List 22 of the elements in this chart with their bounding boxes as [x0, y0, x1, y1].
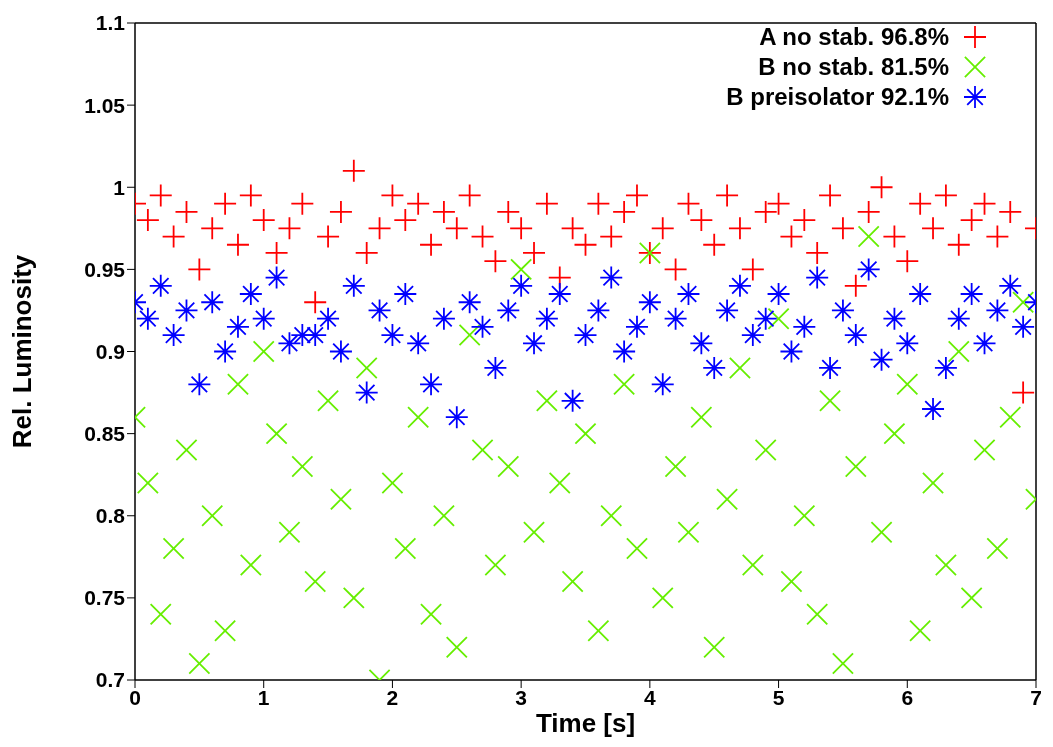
x-tick-label: 0 — [129, 685, 141, 709]
y-tick-label: 1 — [113, 175, 126, 199]
y-tick-label: 0.8 — [95, 504, 126, 528]
y-axis-title: Rel. Luminosity — [7, 254, 38, 449]
x-axis-title: Time [s] — [535, 708, 636, 738]
x-tick-label: 5 — [772, 685, 785, 709]
y-tick-label: 1.1 — [95, 11, 126, 35]
x-tick-label: 2 — [386, 685, 399, 709]
x-tick-label: 1 — [257, 685, 270, 709]
legend-label: A no stab. 96.8% — [759, 22, 949, 52]
y-tick-label: 0.95 — [84, 257, 126, 281]
legend-label: B preisolator 92.1% — [726, 82, 949, 112]
y-tick-label: 0.75 — [84, 586, 126, 610]
legend-label: B no stab. 81.5% — [758, 52, 949, 82]
y-tick-label: 1.05 — [84, 93, 126, 117]
y-tick-label: 0.85 — [84, 422, 126, 446]
y-tick-label: 0.7 — [95, 668, 125, 692]
x-tick-label: 7 — [1030, 685, 1042, 709]
x-tick-label: 3 — [515, 685, 527, 709]
y-tick-label: 0.9 — [95, 339, 125, 363]
x-tick-label: 6 — [901, 685, 914, 709]
x-tick-label: 4 — [644, 685, 657, 709]
